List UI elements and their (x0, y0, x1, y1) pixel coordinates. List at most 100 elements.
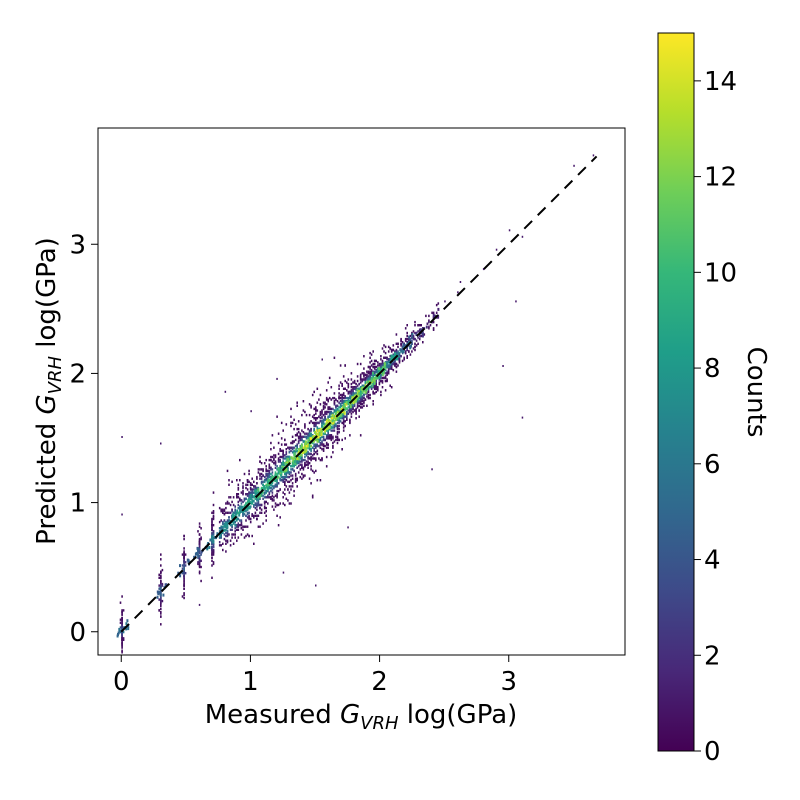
heatmap-cell (240, 506, 243, 510)
heatmap-cell (313, 457, 315, 460)
heatmap-cell (366, 370, 368, 373)
heatmap-cell (353, 386, 356, 389)
heatmap-cell (297, 462, 300, 465)
heatmap-cell (181, 567, 184, 570)
heatmap-cell (349, 421, 351, 425)
x-tick-label: 1 (242, 667, 259, 697)
heatmap-cell (291, 485, 294, 488)
heatmap-cell (122, 630, 125, 634)
heatmap-cell (359, 387, 362, 391)
heatmap-cell (332, 412, 334, 415)
heatmap-cell (308, 437, 311, 440)
heatmap-cell (246, 506, 249, 510)
heatmap-cell (435, 311, 438, 314)
heatmap-cell (288, 502, 291, 505)
heatmap-cell (160, 581, 162, 584)
heatmap-cell (285, 475, 288, 479)
heatmap-cell (212, 524, 215, 527)
heatmap-cell (211, 519, 213, 522)
heatmap-cell (381, 364, 384, 367)
heatmap-cell (322, 406, 325, 409)
heatmap-cell (342, 375, 345, 378)
heatmap-cell (342, 413, 345, 417)
x-tick-label: 0 (113, 667, 130, 697)
heatmap-cell (408, 335, 411, 339)
heatmap-cell (287, 469, 289, 473)
heatmap-cell (248, 534, 250, 538)
heatmap-cell (273, 486, 275, 490)
heatmap-cell (249, 517, 252, 521)
heatmap-cell (369, 361, 371, 364)
heatmap-cell (197, 561, 199, 564)
heatmap-cell (357, 397, 360, 401)
heatmap-cell (378, 378, 381, 381)
plot-frame (97, 127, 626, 656)
heatmap-cell (273, 499, 275, 502)
heatmap-cell (336, 407, 339, 411)
heatmap-cell (389, 362, 391, 366)
heatmap-cell (339, 396, 342, 400)
heatmap-cell (231, 525, 233, 528)
heatmap-cell (341, 395, 343, 398)
heatmap-cell (279, 449, 281, 452)
heatmap-cell (286, 457, 289, 461)
heatmap-cell (372, 373, 374, 376)
heatmap-cell (293, 449, 295, 452)
heatmap-cell (521, 416, 524, 419)
heatmap-cell (398, 354, 401, 358)
heatmap-cell (372, 350, 374, 353)
heatmap-cell (271, 475, 274, 479)
heatmap-cell (412, 334, 415, 338)
heatmap-cell (257, 495, 260, 499)
heatmap-cell (239, 499, 241, 502)
heatmap-cell (279, 488, 281, 491)
heatmap-cell (251, 494, 253, 497)
heatmap-cell (380, 390, 382, 394)
heatmap-cell (244, 504, 247, 508)
heatmap-cell (387, 359, 390, 363)
heatmap-cell (183, 562, 185, 566)
heatmap-cell (372, 365, 374, 369)
heatmap-cell (246, 479, 249, 482)
heatmap-cell (375, 379, 377, 383)
heatmap-cell (284, 443, 286, 446)
heatmap-cell (226, 533, 229, 536)
heatmap-cell (206, 547, 209, 551)
heatmap-cell (324, 438, 326, 442)
heatmap-cell (301, 454, 303, 457)
heatmap-cell (218, 541, 221, 544)
heatmap-cell (197, 556, 199, 559)
heatmap-cell (249, 496, 252, 499)
heatmap-cell (307, 462, 309, 465)
heatmap-cell (242, 525, 244, 528)
heatmap-cell (259, 474, 261, 477)
heatmap-cell (297, 437, 300, 440)
heatmap-cell (127, 627, 130, 631)
heatmap-cell (285, 452, 288, 456)
heatmap-cell (363, 372, 365, 375)
heatmap-cell (355, 398, 357, 402)
heatmap-cell (321, 415, 323, 418)
heatmap-cell (225, 511, 227, 514)
heatmap-cell (361, 403, 364, 406)
heatmap-cell (384, 351, 387, 355)
heatmap-cell (161, 568, 164, 572)
heatmap-cell (316, 439, 319, 443)
heatmap-cell (240, 502, 243, 505)
heatmap-cell (296, 449, 298, 452)
heatmap-cell (333, 414, 336, 418)
heatmap-cell (363, 355, 365, 358)
heatmap-cell (268, 475, 271, 479)
heatmap-cell (336, 424, 339, 428)
heatmap-cell (336, 400, 339, 403)
heatmap-cell (253, 514, 255, 517)
heatmap-cell (333, 400, 336, 403)
heatmap-cell (277, 457, 280, 460)
heatmap-cell (234, 508, 236, 511)
heatmap-cell (382, 366, 385, 370)
heatmap-cell (280, 479, 283, 482)
heatmap-cell (363, 378, 365, 381)
heatmap-cell (384, 356, 387, 359)
heatmap-cell (355, 386, 357, 389)
heatmap-cell (356, 388, 359, 392)
